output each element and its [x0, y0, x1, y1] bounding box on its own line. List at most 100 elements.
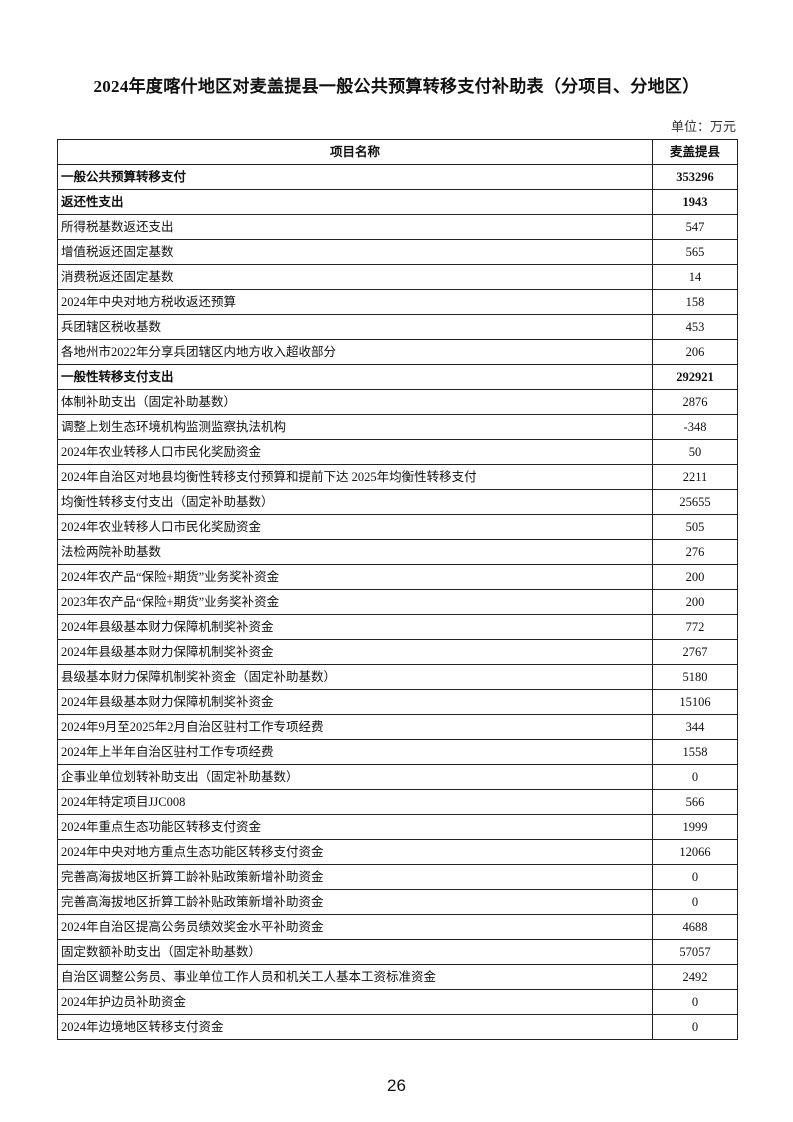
- item-name-cell: 2024年重点生态功能区转移支付资金: [57, 814, 653, 840]
- item-name-cell: 消费税返还固定基数: [57, 264, 653, 290]
- table-row: 自治区调整公务员、事业单位工作人员和机关工人基本工资标准资金 2492: [57, 964, 738, 990]
- table-row: 增值税返还固定基数 565: [57, 239, 738, 265]
- value-cell: 57057: [652, 939, 738, 965]
- table-row: 固定数额补助支出（固定补助基数） 57057: [57, 939, 738, 965]
- item-name-cell: 法检两院补助基数: [57, 539, 653, 565]
- table-row: 所得税基数返还支出 547: [57, 214, 738, 240]
- item-name-cell: 2024年县级基本财力保障机制奖补资金: [57, 689, 653, 715]
- item-name-cell: 自治区调整公务员、事业单位工作人员和机关工人基本工资标准资金: [57, 964, 653, 990]
- item-name-cell: 固定数额补助支出（固定补助基数）: [57, 939, 653, 965]
- item-name-cell: 2024年县级基本财力保障机制奖补资金: [57, 639, 653, 665]
- value-cell: 0: [652, 889, 738, 915]
- table-row: 一般公共预算转移支付 353296: [57, 164, 738, 190]
- table-row: 2024年自治区提高公务员绩效奖金水平补助资金 4688: [57, 914, 738, 940]
- item-name-cell: 体制补助支出（固定补助基数）: [57, 389, 653, 415]
- table-row: 一般性转移支付支出 292921: [57, 364, 738, 390]
- value-cell: 276: [652, 539, 738, 565]
- value-cell: 565: [652, 239, 738, 265]
- table-row: 法检两院补助基数 276: [57, 539, 738, 565]
- value-cell: 547: [652, 214, 738, 240]
- table-row: 企事业单位划转补助支出（固定补助基数） 0: [57, 764, 738, 790]
- value-cell: 14: [652, 264, 738, 290]
- table-row: 2024年上半年自治区驻村工作专项经费 1558: [57, 739, 738, 765]
- page-title: 2024年度喀什地区对麦盖提县一般公共预算转移支付补助表（分项目、分地区）: [93, 77, 700, 96]
- item-name-cell: 增值税返还固定基数: [57, 239, 653, 265]
- value-cell: 1558: [652, 739, 738, 765]
- table-row: 2024年中央对地方税收返还预算 158: [57, 289, 738, 315]
- table-row: 均衡性转移支付支出（固定补助基数） 25655: [57, 489, 738, 515]
- value-cell: 200: [652, 589, 738, 615]
- value-cell: 2767: [652, 639, 738, 665]
- item-name-cell: 一般公共预算转移支付: [57, 164, 653, 190]
- item-name-cell: 2024年特定项目JJC008: [57, 789, 653, 815]
- table-row: 2024年中央对地方重点生态功能区转移支付资金 12066: [57, 839, 738, 865]
- value-cell: 453: [652, 314, 738, 340]
- table-row: 体制补助支出（固定补助基数） 2876: [57, 389, 738, 415]
- item-name-cell: 县级基本财力保障机制奖补资金（固定补助基数）: [57, 664, 653, 690]
- table-row: 2024年9月至2025年2月自治区驻村工作专项经费 344: [57, 714, 738, 740]
- table-row: 2024年农业转移人口市民化奖励资金 50: [57, 439, 738, 465]
- item-name-cell: 均衡性转移支付支出（固定补助基数）: [57, 489, 653, 515]
- table-row: 2024年自治区对地县均衡性转移支付预算和提前下达 2025年均衡性转移支付 22…: [57, 464, 738, 490]
- unit-label: 单位：万元: [670, 119, 736, 134]
- item-name-cell: 各地州市2022年分享兵团辖区内地方收入超收部分: [57, 339, 653, 365]
- page-number: 26: [387, 1076, 406, 1095]
- table-row: 返还性支出 1943: [57, 189, 738, 215]
- table-row: 2024年农产品“保险+期货”业务奖补资金 200: [57, 564, 738, 590]
- item-name-cell: 2024年县级基本财力保障机制奖补资金: [57, 614, 653, 640]
- item-name-cell: 2024年农业转移人口市民化奖励资金: [57, 439, 653, 465]
- value-cell: 566: [652, 789, 738, 815]
- table-row: 2024年护边员补助资金 0: [57, 989, 738, 1015]
- value-cell: 1999: [652, 814, 738, 840]
- value-cell: 344: [652, 714, 738, 740]
- table-row: 2024年重点生态功能区转移支付资金 1999: [57, 814, 738, 840]
- item-name-cell: 2024年9月至2025年2月自治区驻村工作专项经费: [57, 714, 653, 740]
- value-cell: 200: [652, 564, 738, 590]
- table-row: 2023年农产品“保险+期货”业务奖补资金 200: [57, 589, 738, 615]
- item-name-cell: 调整上划生态环境机构监测监察执法机构: [57, 414, 653, 440]
- item-name-cell: 一般性转移支付支出: [57, 364, 653, 390]
- item-name-cell: 2024年自治区提高公务员绩效奖金水平补助资金: [57, 914, 653, 940]
- value-cell: 4688: [652, 914, 738, 940]
- value-cell: 2211: [652, 464, 738, 490]
- column-header-item-name: 项目名称: [57, 139, 653, 165]
- item-name-cell: 兵团辖区税收基数: [57, 314, 653, 340]
- value-cell: 2492: [652, 964, 738, 990]
- value-cell: 25655: [652, 489, 738, 515]
- value-cell: 505: [652, 514, 738, 540]
- value-cell: 0: [652, 864, 738, 890]
- value-cell: 0: [652, 989, 738, 1015]
- item-name-cell: 2024年中央对地方税收返还预算: [57, 289, 653, 315]
- value-cell: 292921: [652, 364, 738, 390]
- item-name-cell: 2024年中央对地方重点生态功能区转移支付资金: [57, 839, 653, 865]
- value-cell: 5180: [652, 664, 738, 690]
- value-cell: 158: [652, 289, 738, 315]
- column-header-county: 麦盖提县: [652, 139, 738, 165]
- table-row: 完善高海拔地区折算工龄补贴政策新增补助资金 0: [57, 864, 738, 890]
- table-header-row: 项目名称 麦盖提县: [57, 139, 738, 165]
- table-row: 完善高海拔地区折算工龄补贴政策新增补助资金 0: [57, 889, 738, 915]
- value-cell: 12066: [652, 839, 738, 865]
- item-name-cell: 返还性支出: [57, 189, 653, 215]
- table-row: 调整上划生态环境机构监测监察执法机构 -348: [57, 414, 738, 440]
- value-cell: 772: [652, 614, 738, 640]
- value-cell: 353296: [652, 164, 738, 190]
- value-cell: 15106: [652, 689, 738, 715]
- item-name-cell: 2024年农业转移人口市民化奖励资金: [57, 514, 653, 540]
- table-row: 2024年边境地区转移支付资金 0: [57, 1014, 738, 1040]
- item-name-cell: 2024年上半年自治区驻村工作专项经费: [57, 739, 653, 765]
- item-name-cell: 2024年护边员补助资金: [57, 989, 653, 1015]
- item-name-cell: 完善高海拔地区折算工龄补贴政策新增补助资金: [57, 889, 653, 915]
- table-row: 2024年县级基本财力保障机制奖补资金 2767: [57, 639, 738, 665]
- value-cell: 1943: [652, 189, 738, 215]
- value-cell: 206: [652, 339, 738, 365]
- item-name-cell: 2024年边境地区转移支付资金: [57, 1014, 653, 1040]
- table-row: 2024年县级基本财力保障机制奖补资金 772: [57, 614, 738, 640]
- value-cell: 0: [652, 764, 738, 790]
- table-row: 县级基本财力保障机制奖补资金（固定补助基数） 5180: [57, 664, 738, 690]
- value-cell: 0: [652, 1014, 738, 1040]
- value-cell: 2876: [652, 389, 738, 415]
- item-name-cell: 企事业单位划转补助支出（固定补助基数）: [57, 764, 653, 790]
- value-cell: -348: [652, 414, 738, 440]
- table-row: 各地州市2022年分享兵团辖区内地方收入超收部分 206: [57, 339, 738, 365]
